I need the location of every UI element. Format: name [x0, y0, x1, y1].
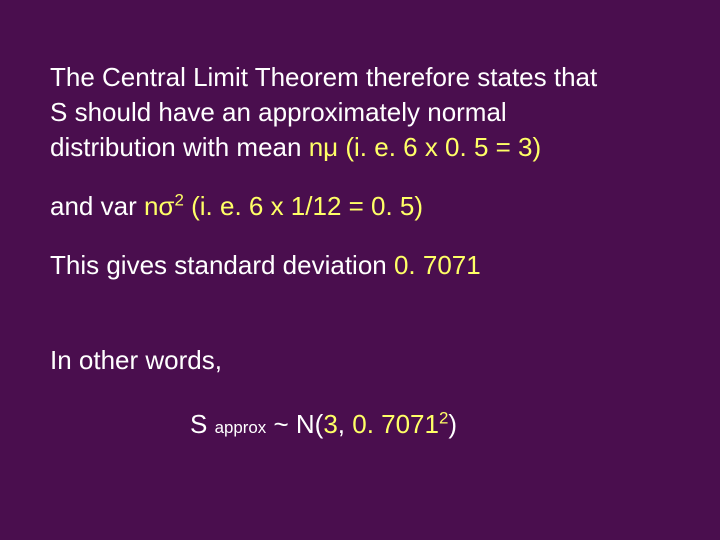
text-in-other-words: In other words,	[50, 345, 222, 375]
text-dist-sd: 0. 70712	[352, 409, 448, 439]
text-dist-nopen: ~ N(	[266, 409, 323, 439]
text-var-lead: and var	[50, 191, 144, 221]
paragraph-distribution: S approx ~ N(3, 0. 70712)	[50, 407, 670, 442]
paragraph-in-other-words: In other words,	[50, 343, 670, 378]
text-dist-mean: 3	[323, 409, 337, 439]
text-dist-comma: ,	[338, 409, 352, 439]
paragraph-clt-statement: The Central Limit Theorem therefore stat…	[50, 60, 610, 165]
text-dist-s: S	[190, 409, 215, 439]
text-sd-lead: This gives standard deviation	[50, 250, 394, 280]
text-dist-close: )	[448, 409, 457, 439]
text-dist-approx: approx	[215, 418, 267, 437]
text-var-expr: nσ2 (i. e. 6 x 1/12 = 0. 5)	[144, 191, 423, 221]
text-sd-value: 0. 7071	[394, 250, 481, 280]
paragraph-stddev: This gives standard deviation 0. 7071	[50, 248, 670, 283]
text-clt-mean: nμ (i. e. 6 x 0. 5 = 3)	[309, 132, 541, 162]
paragraph-variance: and var nσ2 (i. e. 6 x 1/12 = 0. 5)	[50, 189, 670, 224]
